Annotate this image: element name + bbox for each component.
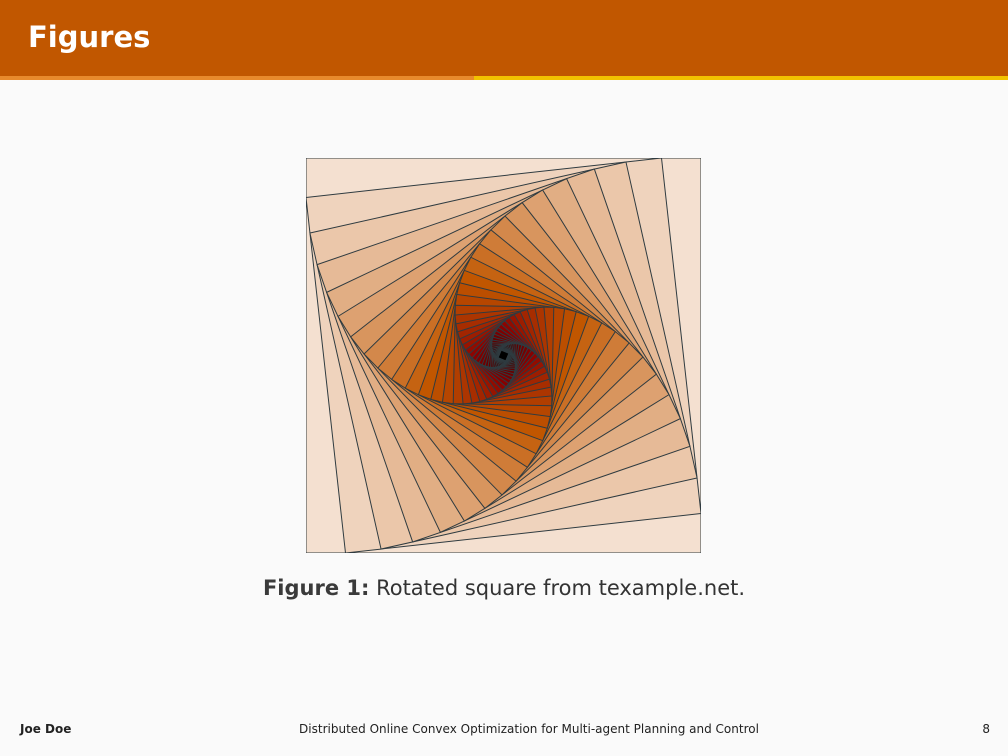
slide-footer: Joe Doe Distributed Online Convex Optimi…: [0, 722, 1008, 742]
figure-label: Figure 1:: [262, 576, 370, 600]
header-accent-left: [0, 76, 474, 80]
figure-caption-text: Rotated square from texample.net.: [376, 576, 746, 600]
figure-caption: Figure 1: Rotated square from texample.n…: [0, 576, 1008, 600]
rotated-square-graphic: [306, 158, 701, 553]
footer-author: Joe Doe: [20, 722, 72, 736]
spiral-square-39: [497, 349, 510, 362]
rotated-square-figure: [306, 158, 701, 553]
footer-page-number: 8: [982, 722, 990, 736]
footer-presentation-title: Distributed Online Convex Optimization f…: [299, 722, 759, 736]
header-accent-right: [474, 76, 1008, 80]
slide-header: Figures: [0, 0, 1008, 76]
slide-title: Figures: [28, 20, 151, 54]
